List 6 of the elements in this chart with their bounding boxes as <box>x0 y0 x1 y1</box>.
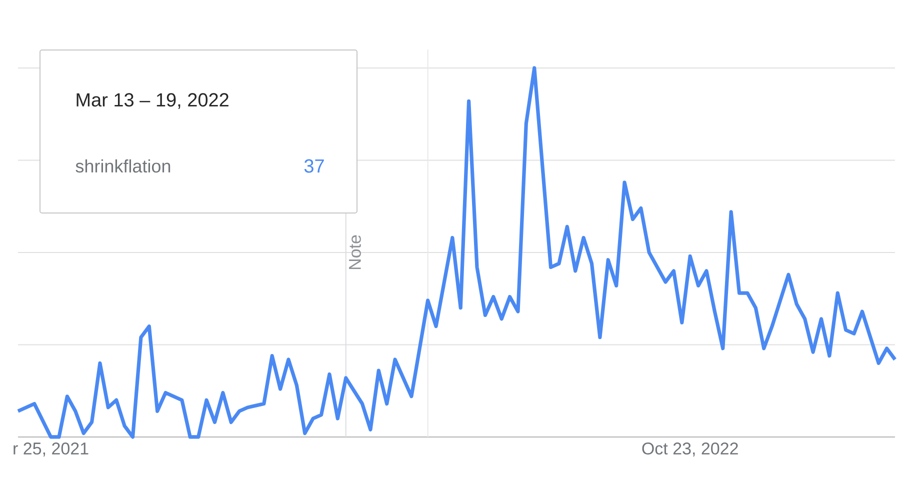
annotation: Mar 13 – 19, 2022 <box>76 93 228 109</box>
annotation: shrinkflation <box>76 159 170 173</box>
x-tick-label: Oct 23, 2022 <box>642 442 738 457</box>
x-tick-label: r 25, 2021 <box>14 442 88 457</box>
annotation: 37 <box>304 159 324 173</box>
ref-line-label: Note <box>349 235 361 270</box>
